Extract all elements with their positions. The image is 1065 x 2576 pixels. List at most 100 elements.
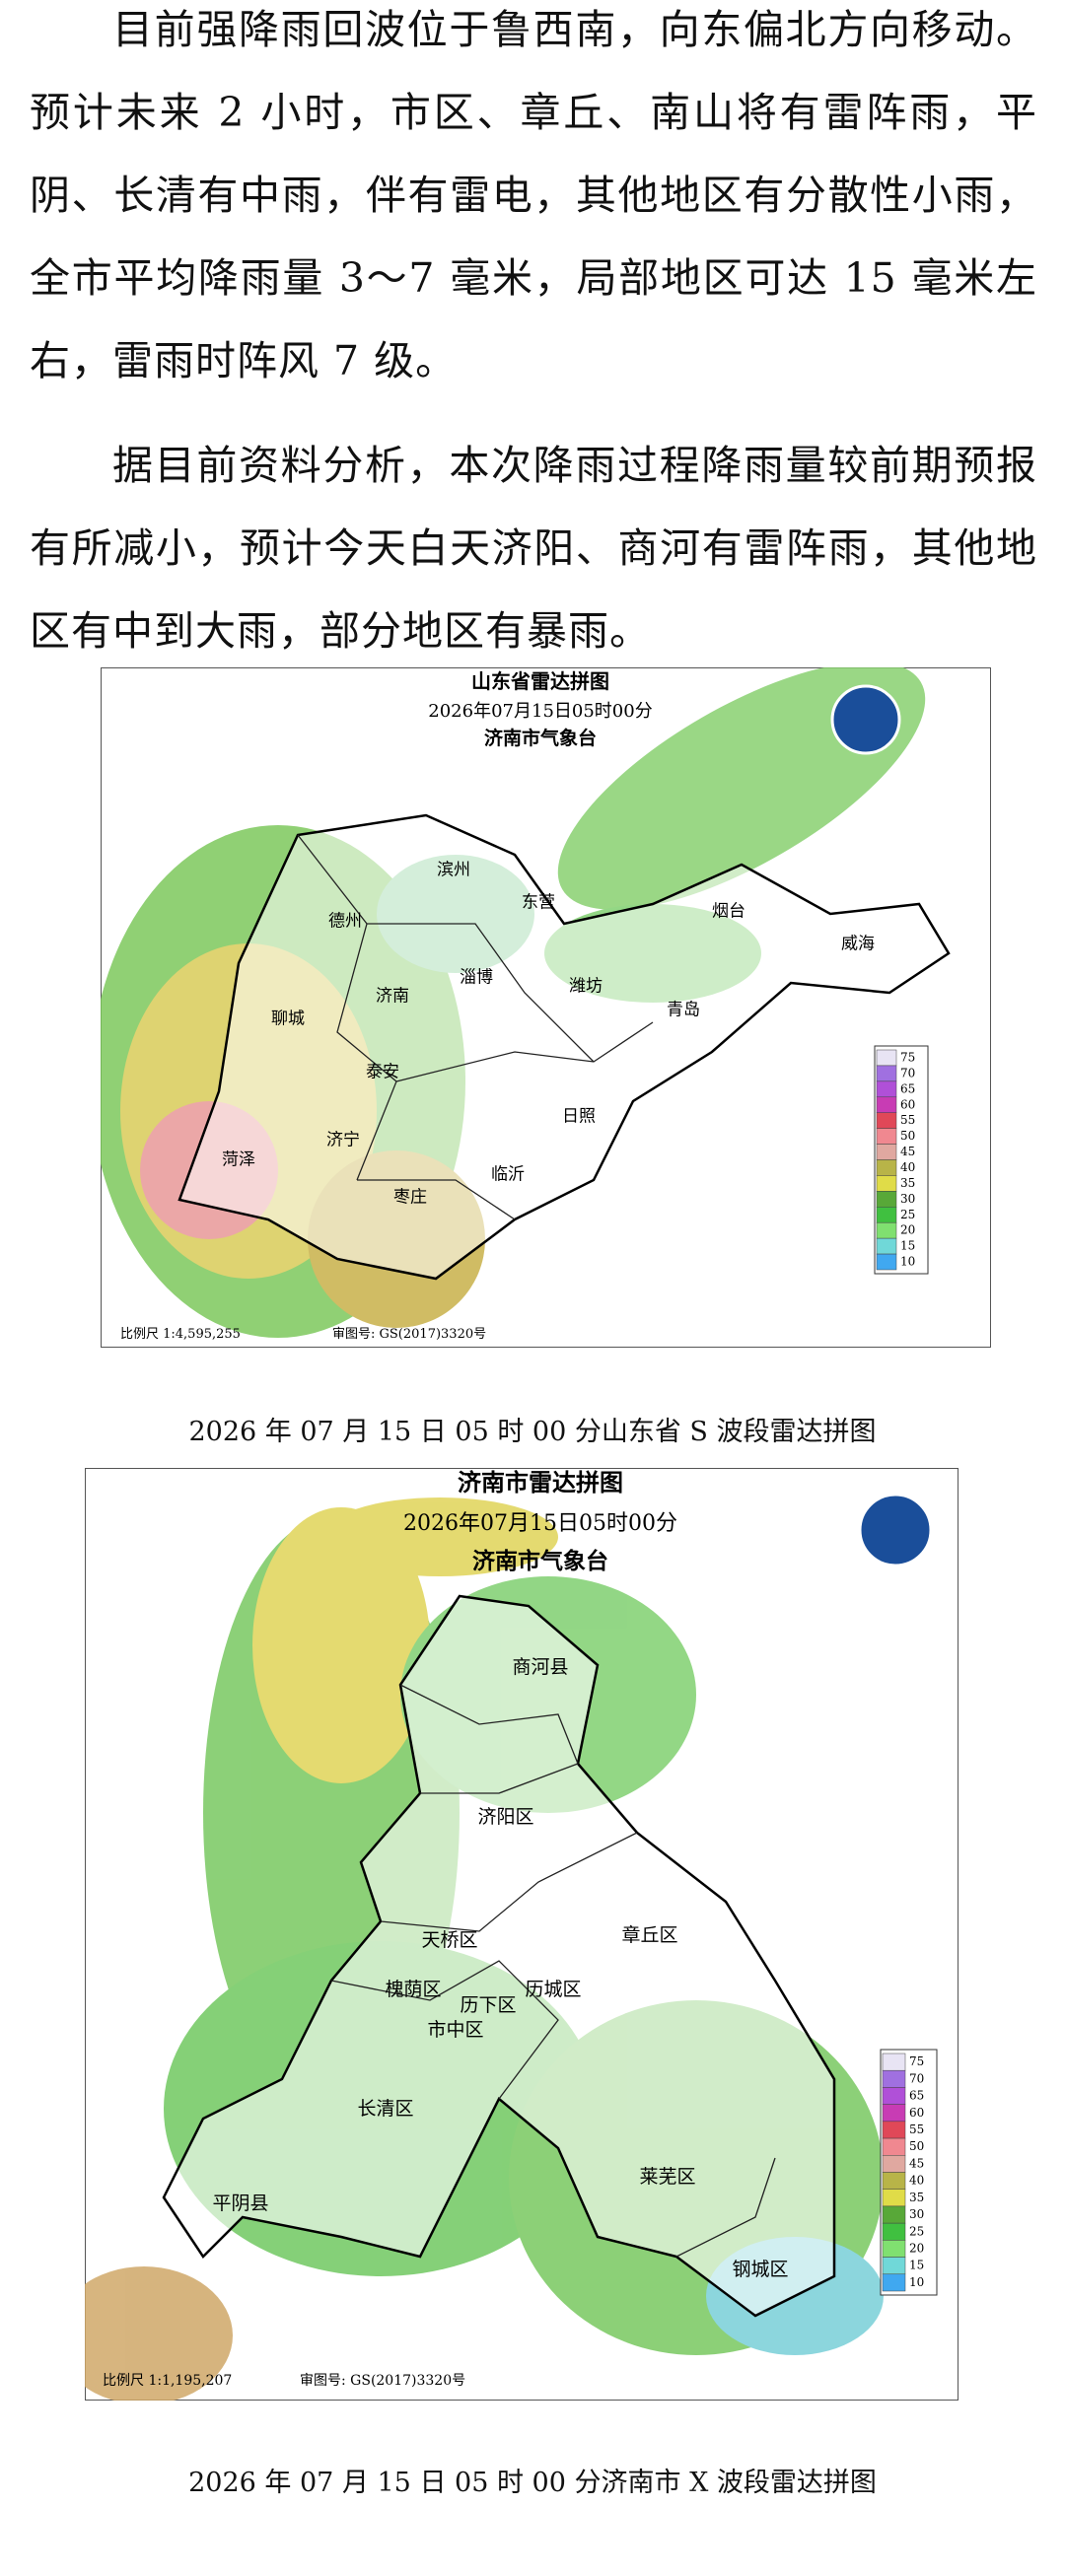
map-time: 2026年07月15日05时00分	[428, 701, 652, 722]
legend-swatch	[882, 2104, 906, 2123]
map-time: 2026年07月15日05时00分	[403, 1511, 677, 1536]
legend-swatch	[882, 2053, 906, 2071]
legend-label: 65	[909, 2089, 924, 2103]
legend-swatch	[882, 2257, 906, 2275]
legend-label: 50	[900, 1129, 915, 1143]
radar-map: 济南市雷达拼图 2026年07月15日05时00分 济南市气象台 比例尺 1:1…	[85, 1468, 958, 2401]
legend-label: 75	[900, 1050, 915, 1064]
legend-swatch	[882, 2172, 906, 2190]
legend-swatch	[876, 1207, 897, 1223]
place-label: 威海	[841, 935, 875, 954]
legend-label: 70	[909, 2071, 924, 2085]
place-label: 平阴县	[212, 2193, 268, 2214]
legend-label: 15	[900, 1239, 915, 1253]
place-label: 历城区	[525, 1979, 581, 2000]
place-label: 临沂	[491, 1165, 525, 1185]
legend-swatch	[876, 1065, 897, 1082]
legend-label: 10	[909, 2275, 924, 2289]
legend-swatch	[876, 1237, 897, 1255]
legend-swatch	[876, 1159, 897, 1176]
place-label: 东营	[522, 893, 555, 913]
place-label: 济宁	[326, 1131, 360, 1150]
legend-label: 55	[909, 2123, 924, 2136]
legend-label: 55	[900, 1113, 915, 1127]
legend-swatch	[876, 1080, 897, 1098]
legend-label: 20	[909, 2241, 924, 2255]
legend-swatch	[882, 2137, 906, 2156]
place-label: 潍坊	[569, 977, 603, 997]
place-label: 枣庄	[393, 1188, 427, 1208]
map-title: 山东省雷达拼图	[471, 669, 609, 693]
legend-swatch	[882, 2121, 906, 2139]
place-label: 烟台	[712, 902, 746, 922]
legend-label: 75	[909, 2054, 924, 2068]
map-title: 济南市雷达拼图	[458, 1468, 623, 1497]
place-label: 天桥区	[421, 1929, 477, 1951]
legend-label: 70	[900, 1066, 915, 1079]
place-label: 莱芜区	[639, 2166, 695, 2188]
caption: 2026 年 07 月 15 日 05 时 00 分山东省 S 波段雷达拼图	[188, 1417, 877, 1447]
radar-map: 山东省雷达拼图 2026年07月15日05时00分 济南市气象台 比例尺 1:4…	[101, 667, 991, 1348]
place-label: 长清区	[357, 2098, 413, 2120]
legend-swatch	[882, 2069, 906, 2088]
caption: 2026 年 07 月 15 日 05 时 00 分济南市 X 波段雷达拼图	[188, 2468, 877, 2498]
legend-swatch	[882, 2240, 906, 2258]
legend-swatch	[876, 1221, 897, 1239]
place-label: 聊城	[271, 1010, 305, 1029]
place-label: 泰安	[366, 1063, 399, 1082]
legend-swatch	[876, 1253, 897, 1271]
place-label: 商河县	[512, 1656, 568, 1678]
place-label: 淄博	[460, 968, 493, 988]
legend-swatch	[876, 1191, 897, 1208]
place-label: 济阳区	[477, 1806, 533, 1828]
legend-label: 35	[900, 1176, 915, 1190]
place-label: 滨州	[437, 861, 470, 880]
legend-swatch	[876, 1128, 897, 1145]
legend-swatch	[882, 2155, 906, 2173]
legend-label: 45	[909, 2156, 924, 2170]
legend-label: 15	[909, 2259, 924, 2272]
place-label: 章丘区	[621, 1924, 677, 1946]
place-label: 槐荫区	[385, 1979, 441, 2000]
legend-swatch	[876, 1049, 897, 1067]
legend-label: 25	[909, 2224, 924, 2238]
legend-swatch	[876, 1096, 897, 1113]
legend-label: 45	[900, 1145, 915, 1158]
paragraph: 据目前资料分析，本次降雨过程降雨量较前期预报有所减小，预计今天白天济阳、商河有雷…	[30, 442, 1037, 655]
legend-swatch	[876, 1112, 897, 1129]
place-label: 德州	[328, 912, 362, 932]
legend-swatch	[882, 2087, 906, 2105]
place-label: 青岛	[667, 1001, 700, 1020]
place-label: 历下区	[460, 1994, 516, 2016]
legend-label: 10	[900, 1255, 915, 1269]
map-approval: 审图号: GS(2017)3320号	[300, 2373, 465, 2389]
place-label: 济南	[376, 987, 409, 1007]
map-scale: 比例尺 1:4,595,255	[120, 1327, 241, 1342]
legend-label: 60	[900, 1097, 915, 1111]
place-label: 日照	[562, 1107, 596, 1127]
legend-label: 40	[909, 2174, 924, 2188]
legend-swatch	[882, 2189, 906, 2207]
map-approval: 审图号: GS(2017)3320号	[332, 1327, 486, 1342]
legend-label: 65	[900, 1081, 915, 1095]
legend-label: 50	[909, 2139, 924, 2153]
legend-swatch	[876, 1175, 897, 1192]
legend-swatch	[876, 1144, 897, 1160]
place-label: 市中区	[427, 2019, 483, 2041]
legend-label: 35	[909, 2191, 924, 2204]
legend-swatch	[882, 2273, 906, 2292]
map-station: 济南市气象台	[484, 727, 597, 749]
legend-swatch	[882, 2222, 906, 2241]
place-label: 钢城区	[732, 2259, 788, 2280]
map-station: 济南市气象台	[472, 1548, 608, 1574]
map-scale: 比例尺 1:1,195,207	[103, 2373, 232, 2389]
legend-label: 25	[900, 1208, 915, 1221]
legend-label: 30	[900, 1192, 915, 1206]
legend-label: 40	[900, 1160, 915, 1174]
paragraph: 目前强降雨回波位于鲁西南，向东偏北方向移动。预计未来 2 小时，市区、章丘、南山…	[30, 6, 1037, 384]
legend-label: 60	[909, 2106, 924, 2120]
place-label: 菏泽	[222, 1150, 255, 1170]
legend-label: 30	[909, 2207, 924, 2221]
